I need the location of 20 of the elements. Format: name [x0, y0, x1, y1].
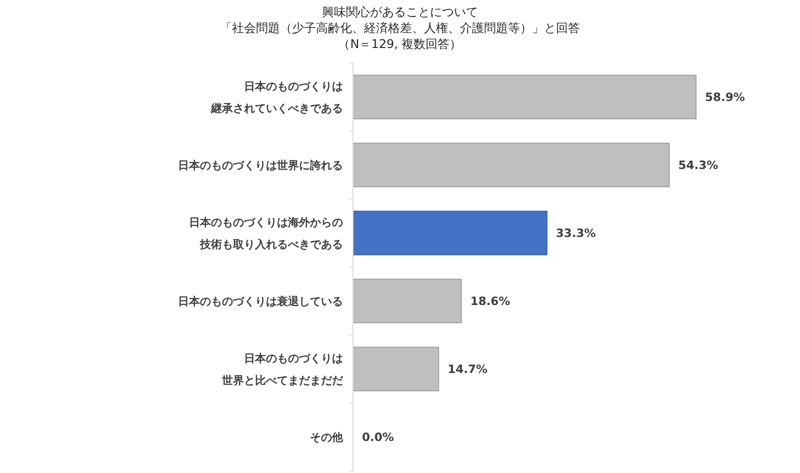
text: （N＝129, 複数回答）: [338, 37, 462, 52]
data-label: 18.6%: [470, 294, 511, 308]
y-tick-label: 日本のものづくりは世界に誇れる: [178, 158, 343, 172]
data-label: 33.3%: [556, 226, 596, 240]
data-label: 0.0%: [362, 430, 394, 444]
y-tick-label: その他: [310, 430, 344, 444]
y-tick-label: 日本のものづくりは衰退している: [178, 294, 343, 308]
bar: [352, 142, 670, 188]
y-tick-label: 日本のものづくりは海外からの技術も取り入れるべきである: [189, 216, 343, 251]
data-label: 58.9%: [705, 90, 746, 104]
chart-title: 興味関心があることについて: [322, 5, 478, 20]
y-tick-label: 日本のものづくりは継承されていくべきである: [210, 80, 343, 115]
chart-subtitle: 「社会問題（少子高齢化、経済格差、人権、介護問題等）」と回答: [220, 21, 580, 36]
y-tick-label: 日本のものづくりは世界と比べてまだまだだ: [221, 352, 344, 387]
bar: [352, 74, 696, 120]
data-label: 54.3%: [678, 158, 719, 172]
bar: [352, 346, 440, 392]
bar: [352, 210, 548, 256]
data-label: 14.7%: [448, 362, 488, 376]
bar: [352, 278, 462, 324]
